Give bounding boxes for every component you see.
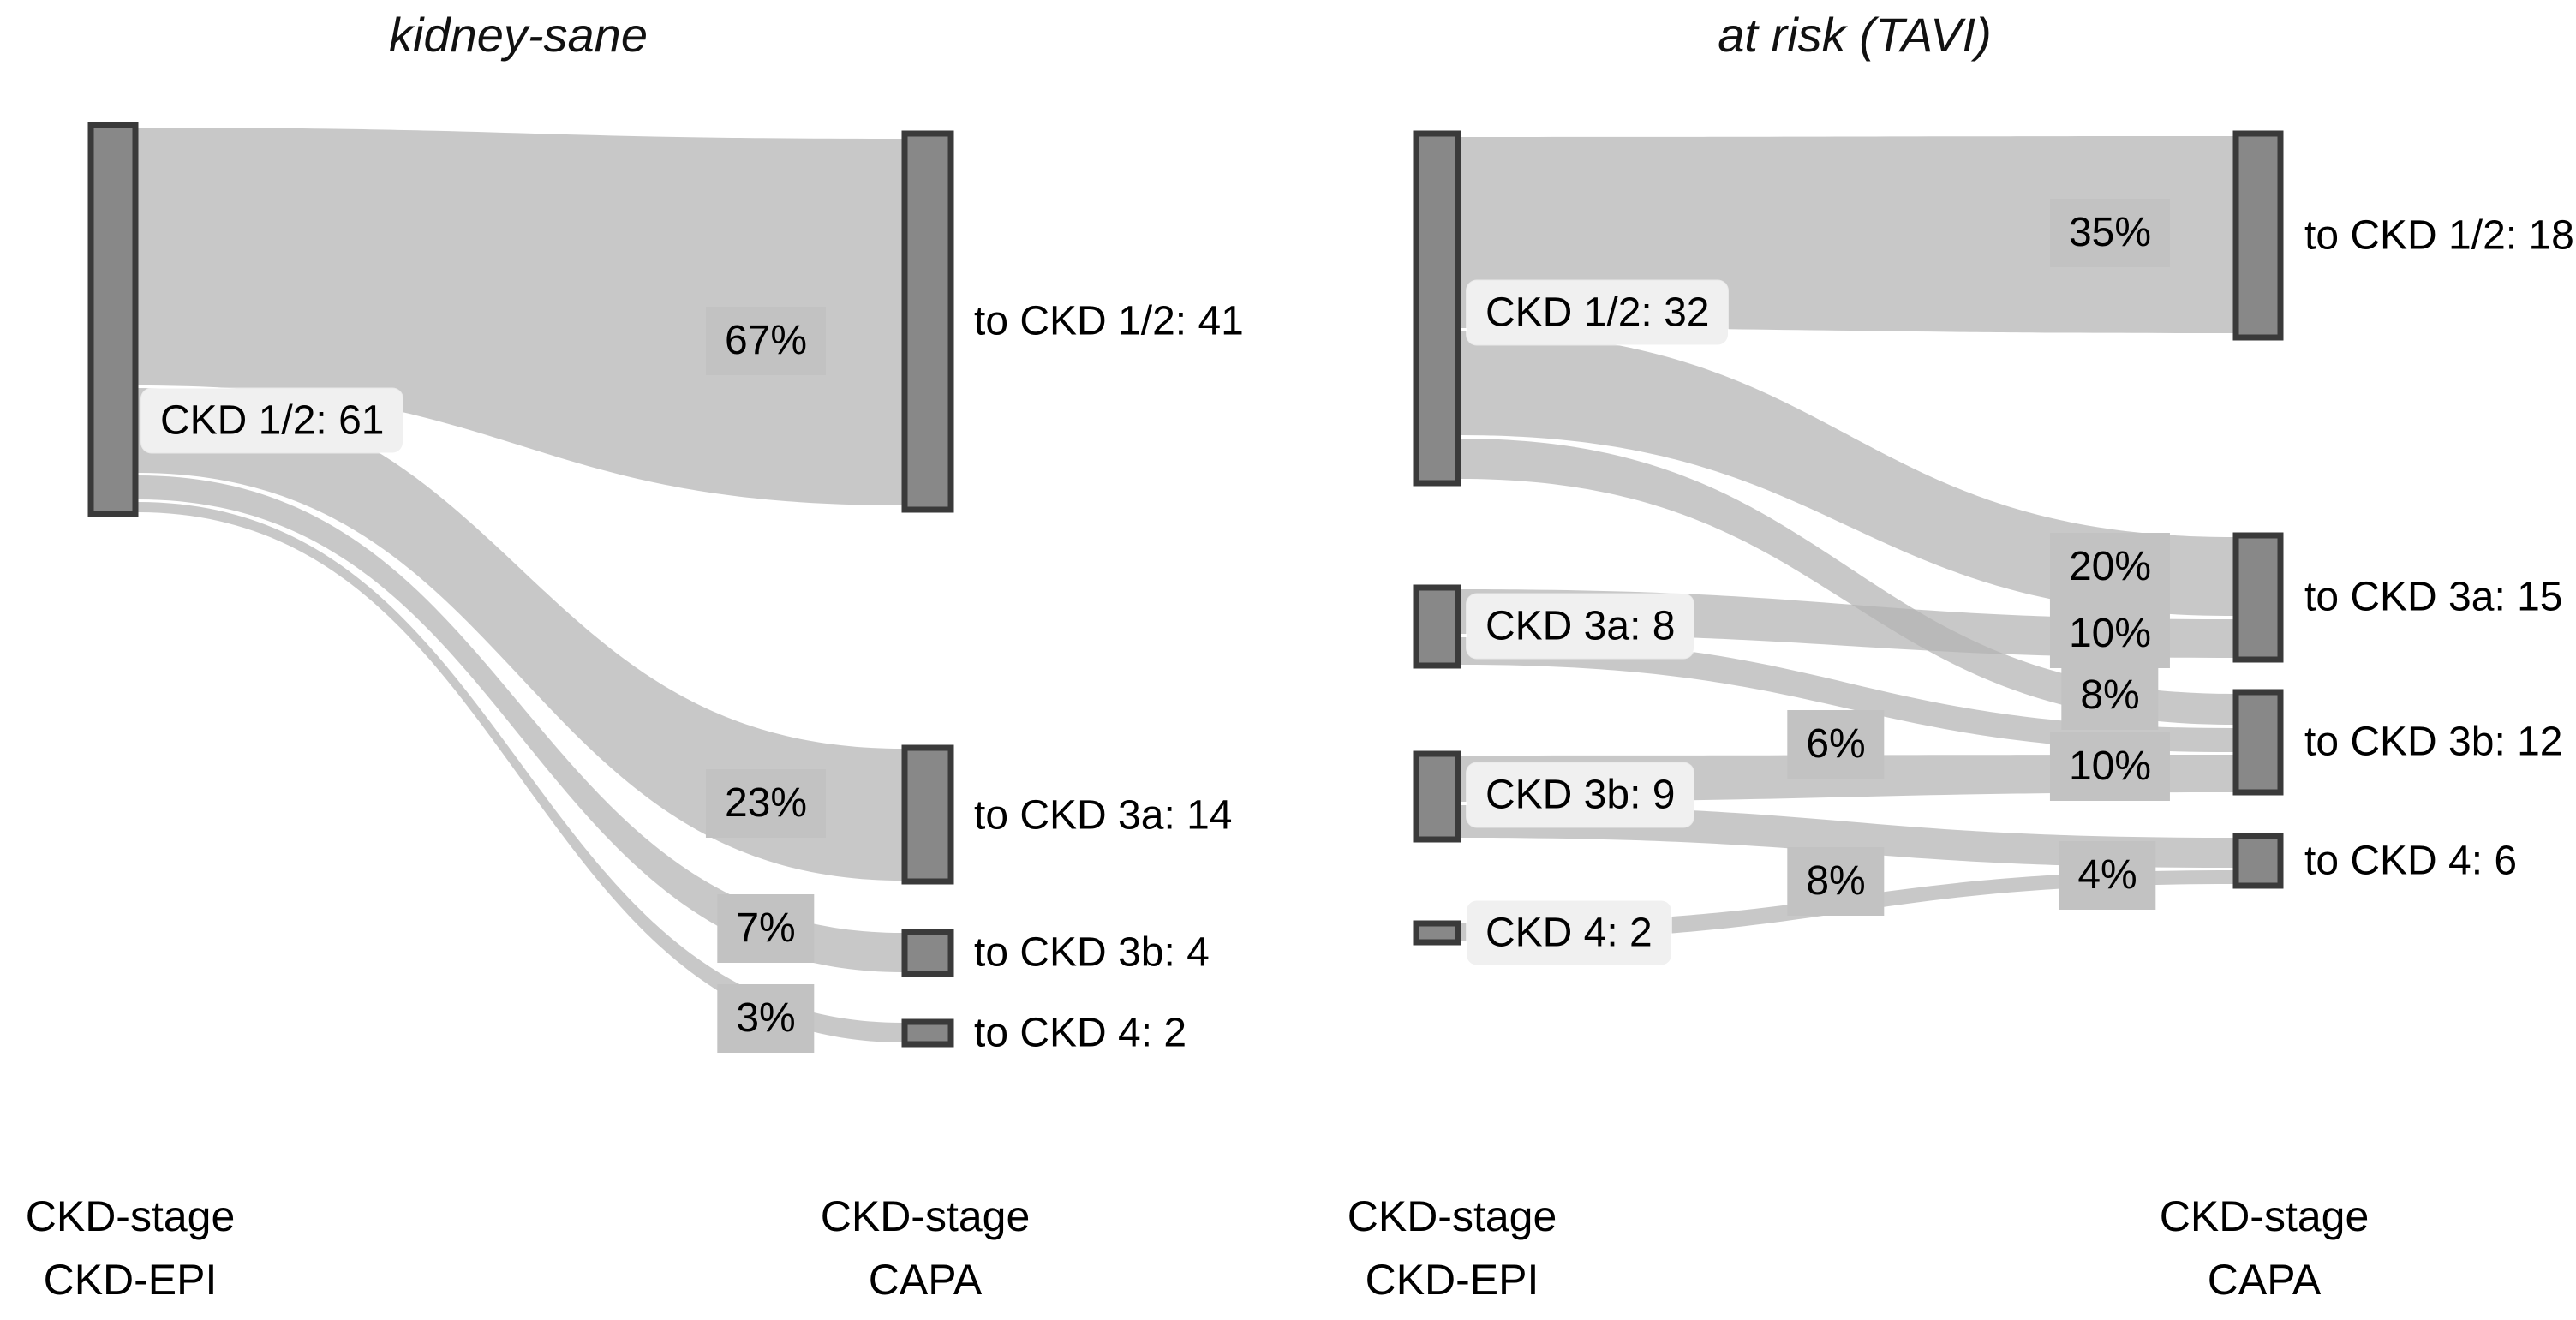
flow-percent-label: 35% xyxy=(2049,199,2171,267)
source-node-ckd3b[interactable] xyxy=(1413,750,1461,843)
flow-percent-label: 6% xyxy=(1787,710,1885,779)
target-node-label-ckd3b: to CKD 3b: 4 xyxy=(974,929,1210,976)
axis-label-line: CKD-stage xyxy=(25,1192,236,1240)
target-node-label-ckd3a: to CKD 3a: 15 xyxy=(2304,574,2563,620)
source-node-ckd12[interactable] xyxy=(87,122,139,517)
flow-percent-label: 10% xyxy=(2049,732,2171,801)
axis-label-right-target: CKD-stage CAPA xyxy=(2160,1185,2370,1311)
target-node-ckd3a[interactable] xyxy=(2232,532,2284,663)
target-node-ckd3b[interactable] xyxy=(901,929,954,977)
target-node-label-ckd3b: to CKD 3b: 12 xyxy=(2304,719,2563,765)
sankey-panel-kidney-sane xyxy=(87,122,954,1048)
axis-label-right-source: CKD-stage CKD-EPI xyxy=(1348,1185,1557,1311)
flow-ckd12-to-ckd12[interactable] xyxy=(138,128,902,505)
flow-percent-label: 3% xyxy=(717,984,815,1053)
target-node-label-ckd4: to CKD 4: 6 xyxy=(2304,838,2518,884)
axis-label-left-source: CKD-stage CKD-EPI xyxy=(26,1185,236,1311)
axis-label-left-target: CKD-stage CAPA xyxy=(821,1185,1031,1311)
axis-label-line: CKD-EPI xyxy=(1365,1256,1539,1304)
flow-ckd12-to-ckd3b[interactable] xyxy=(1461,439,2233,725)
flow-percent-label: 7% xyxy=(717,894,815,963)
panel-title-at-risk-tavi: at risk (TAVI) xyxy=(1718,8,1992,62)
flow-ckd12-to-ckd4[interactable] xyxy=(138,502,902,1042)
target-node-label-ckd12: to CKD 1/2: 18 xyxy=(2304,212,2574,259)
target-node-ckd4[interactable] xyxy=(901,1018,954,1048)
source-node-ckd4[interactable] xyxy=(1413,920,1461,946)
target-node-label-ckd3a: to CKD 3a: 14 xyxy=(974,792,1233,839)
flow-percent-label: 20% xyxy=(2049,533,2171,601)
source-node-label-ckd4: CKD 4: 2 xyxy=(1467,900,1671,965)
panel-title-kidney-sane: kidney-sane xyxy=(389,8,648,62)
flow-percent-label: 67% xyxy=(705,307,827,375)
axis-label-line: CAPA xyxy=(868,1256,983,1304)
flow-percent-label: 8% xyxy=(1787,847,1885,916)
flow-ckd12-to-ckd3b[interactable] xyxy=(138,475,902,972)
source-node-label-ckd3b: CKD 3b: 9 xyxy=(1467,762,1694,827)
axis-label-line: CAPA xyxy=(2207,1256,2322,1304)
flow-ckd12-to-ckd3a[interactable] xyxy=(138,388,902,881)
source-node-ckd3a[interactable] xyxy=(1413,584,1461,669)
target-node-ckd12[interactable] xyxy=(901,130,954,513)
axis-label-line: CKD-stage xyxy=(1347,1192,1557,1240)
axis-label-line: CKD-stage xyxy=(820,1192,1031,1240)
source-node-label-ckd3a: CKD 3a: 8 xyxy=(1467,594,1694,659)
flow-ckd3a-to-ckd3b[interactable] xyxy=(1461,637,2233,752)
axis-label-line: CKD-EPI xyxy=(43,1256,218,1304)
flow-percent-label: 4% xyxy=(2059,841,2156,910)
source-node-ckd12[interactable] xyxy=(1413,130,1461,487)
flow-percent-label: 8% xyxy=(2061,661,2159,730)
flow-percent-label: 10% xyxy=(2049,600,2171,668)
target-node-ckd3b[interactable] xyxy=(2232,689,2284,796)
source-node-label-ckd12: CKD 1/2: 61 xyxy=(141,388,403,453)
target-node-label-ckd12: to CKD 1/2: 41 xyxy=(974,298,1244,344)
target-node-ckd12[interactable] xyxy=(2232,130,2284,341)
axis-label-line: CKD-stage xyxy=(2159,1192,2370,1240)
flow-ckd12-to-ckd3a[interactable] xyxy=(1461,331,2233,616)
target-node-label-ckd4: to CKD 4: 2 xyxy=(974,1010,1187,1056)
target-node-ckd4[interactable] xyxy=(2232,833,2284,889)
target-node-ckd3a[interactable] xyxy=(901,744,954,885)
flow-percent-label: 23% xyxy=(705,769,827,838)
source-node-label-ckd12: CKD 1/2: 32 xyxy=(1467,280,1729,345)
